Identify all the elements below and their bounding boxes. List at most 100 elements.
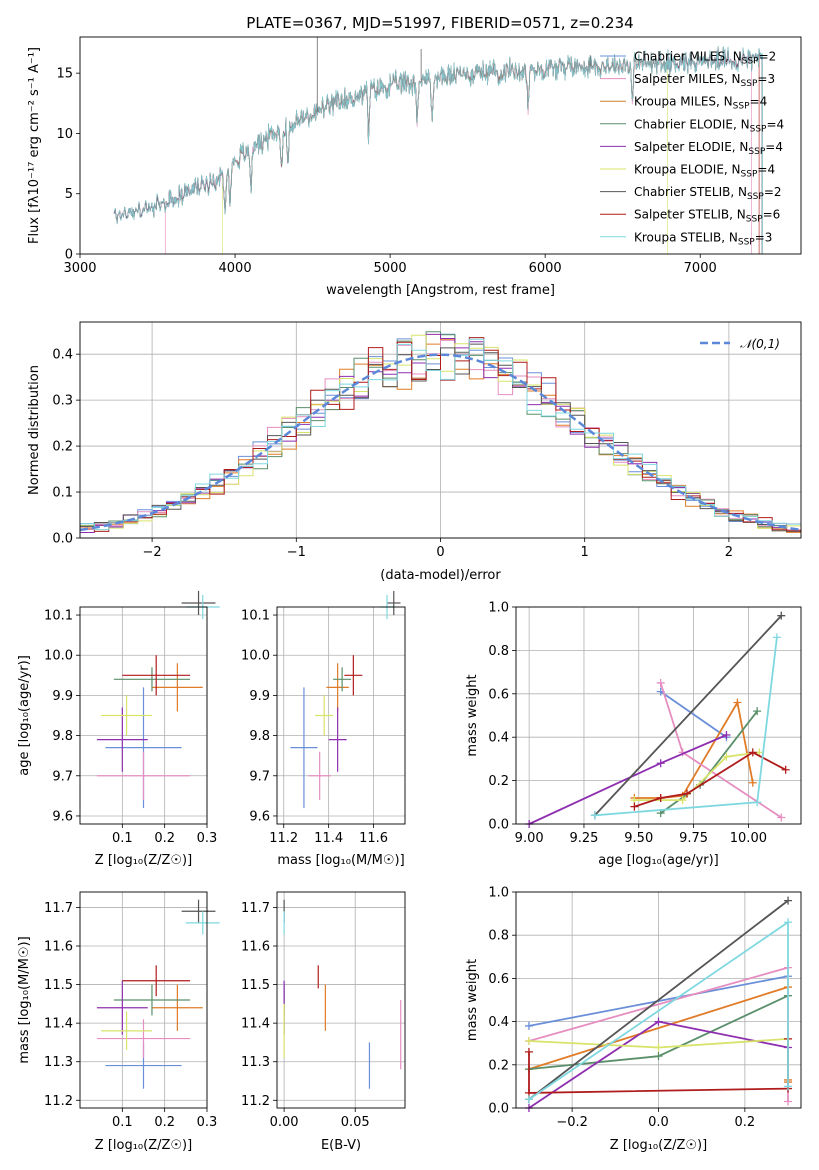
weight-marker xyxy=(590,811,599,820)
weight-line-6 xyxy=(528,899,789,1101)
legend-label-name: Salpeter STELIB, N xyxy=(634,208,746,222)
weight-marker xyxy=(753,707,762,716)
y-tick-label: 11.7 xyxy=(241,901,270,916)
legend-label: Salpeter MILES, NSSP=3 xyxy=(634,72,775,89)
y-tick-label: 11.5 xyxy=(241,978,270,993)
y-tick-label: 10.1 xyxy=(44,609,73,624)
y-tick-label: 0.3 xyxy=(52,394,73,409)
y-tick-label: 0.6 xyxy=(488,687,509,702)
y-tick-label: 11.2 xyxy=(241,1094,270,1109)
legend-label: 𝒩(0,1) xyxy=(740,337,780,351)
chart-1: −2 −1 0 1 2 0.0 0.1 0.2 0.3 0.4 (data-model)/error… xyxy=(27,321,802,583)
x-tick-label: 11.6 xyxy=(359,831,388,846)
y-tick-label: 9.6 xyxy=(52,809,73,824)
legend-label-sub: SSP xyxy=(748,147,765,157)
x-tick-label: 0 xyxy=(436,545,444,560)
legend-label-tail: =6 xyxy=(763,208,781,222)
spectrum-line-8 xyxy=(113,45,763,254)
weight-marker xyxy=(784,1082,793,1091)
legend-label-sub: SSP xyxy=(750,124,767,134)
y-tick-label: 0.6 xyxy=(488,972,509,987)
legend-label-name: Kroupa STELIB, N xyxy=(634,230,738,244)
legend-label-sub: SSP xyxy=(733,102,750,112)
chart-7: −0.2 0.0 0.2 0.0 0.2 0.4 0.6 0.8 1.0 Z [log₁₀(Z/Z… xyxy=(465,886,802,1153)
legend-label-name: Salpeter ELODIE, N xyxy=(634,140,748,154)
weight-marker xyxy=(524,1095,533,1104)
x-tick-label: 0.2 xyxy=(735,1115,756,1130)
spectrum-line-5 xyxy=(222,52,669,255)
x-axis-label: (data-model)/error xyxy=(380,568,501,583)
y-tick-label: 1.0 xyxy=(488,601,509,616)
weight-marker xyxy=(784,1097,793,1106)
y-tick-label: 9.9 xyxy=(52,689,73,704)
x-tick-label: 0.1 xyxy=(112,831,133,846)
y-tick-label: 9.7 xyxy=(249,769,270,784)
chart-3: 11.2 11.4 11.6 9.6 9.7 9.8 9.9 10.0 10.1 mass [lo… xyxy=(241,590,406,868)
y-axis-label: age [log₁₀(age/yr)] xyxy=(17,655,32,776)
axes-frame xyxy=(276,606,406,825)
histogram-step-8 xyxy=(79,338,801,538)
y-tick-label: 11.4 xyxy=(241,1017,270,1032)
x-tick-label: 2 xyxy=(725,545,733,560)
y-axis-label: mass weight xyxy=(465,674,480,756)
x-tick-label: 0.3 xyxy=(197,831,218,846)
weight-marker xyxy=(722,731,731,740)
weight-marker xyxy=(777,813,786,822)
x-tick-label: 6000 xyxy=(529,261,562,276)
x-tick-label: 0.3 xyxy=(197,1115,218,1130)
x-tick-label: 11.2 xyxy=(269,831,298,846)
y-tick-label: 0.4 xyxy=(488,1015,509,1030)
legend-label-sub: SSP xyxy=(741,79,758,89)
axes-frame xyxy=(79,36,802,255)
y-tick-label: 0.4 xyxy=(52,348,73,363)
legend-label: Salpeter ELODIE, NSSP=4 xyxy=(634,140,783,157)
legend-label-name: Chabrier MILES, N xyxy=(634,50,742,64)
y-axis-label: mass weight xyxy=(465,959,480,1041)
x-tick-label: 0.2 xyxy=(154,1115,175,1130)
axes-frame xyxy=(515,606,802,825)
y-tick-label: 9.8 xyxy=(249,729,270,744)
y-tick-label: 0.0 xyxy=(488,818,509,833)
x-tick-label: 3000 xyxy=(63,261,96,276)
legend-label-tail: =4 xyxy=(750,95,768,109)
weight-marker xyxy=(772,633,781,642)
y-tick-label: 0.2 xyxy=(488,1058,509,1073)
x-tick-label: 11.4 xyxy=(314,831,343,846)
legend-label-sub: SSP xyxy=(742,57,759,67)
x-tick-label: 0.2 xyxy=(154,831,175,846)
y-tick-label: 11.2 xyxy=(44,1094,73,1109)
chart-6: 0.00 0.05 11.2 11.3 11.4 11.5 11.6 11.7 E(B-V) xyxy=(241,891,406,1153)
y-tick-label: 1.0 xyxy=(488,886,509,901)
normal-curve xyxy=(79,353,802,532)
y-tick-label: 11.3 xyxy=(241,1055,270,1070)
legend-label: Salpeter STELIB, NSSP=6 xyxy=(634,208,780,225)
weight-marker xyxy=(630,802,639,811)
axes-frame xyxy=(79,321,802,539)
legend-label-tail: =3 xyxy=(755,230,773,244)
y-tick-label: 11.7 xyxy=(44,901,73,916)
y-axis-label: Normed distribution xyxy=(27,365,42,495)
x-tick-label: −1 xyxy=(287,545,306,560)
x-tick-label: 9.25 xyxy=(569,831,598,846)
y-tick-label: 0.4 xyxy=(488,731,509,746)
x-tick-label: 0.05 xyxy=(341,1115,370,1130)
weight-marker xyxy=(777,611,786,620)
legend-label-tail: =2 xyxy=(764,185,782,199)
y-tick-label: 11.6 xyxy=(44,940,73,955)
chart-2: 0.1 0.2 0.3 9.6 9.7 9.8 9.9 10.0 10.1 Z [log₁₀(Z/… xyxy=(17,590,220,868)
x-axis-label: Z [log₁₀(Z/Z☉)] xyxy=(95,1138,192,1153)
weight-marker xyxy=(733,698,742,707)
y-tick-label: 11.6 xyxy=(241,940,270,955)
weight-line-6 xyxy=(594,615,782,816)
weight-marker xyxy=(524,1037,533,1046)
legend-label-name: Chabrier ELODIE, N xyxy=(634,117,750,131)
legend-label: Kroupa ELODIE, NSSP=4 xyxy=(634,163,775,180)
weight-marker xyxy=(654,1052,663,1061)
y-tick-label: 5 xyxy=(65,187,73,202)
legend-label-name: Kroupa ELODIE, N xyxy=(634,163,741,177)
x-axis-label: Z [log₁₀(Z/Z☉)] xyxy=(95,853,192,868)
weight-line-5 xyxy=(634,751,760,801)
x-tick-label: −2 xyxy=(143,545,162,560)
y-tick-label: 0.2 xyxy=(488,774,509,789)
y-tick-label: 0.0 xyxy=(52,532,73,547)
